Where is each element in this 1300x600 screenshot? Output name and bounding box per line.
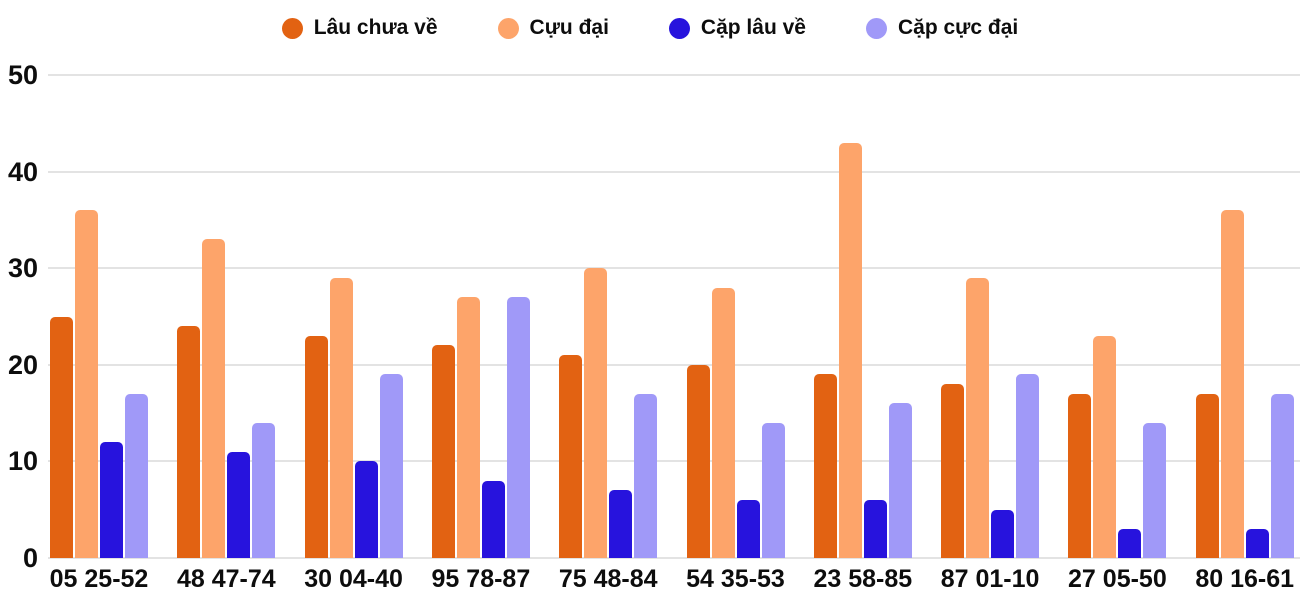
bar-series3-cat6 [888,403,912,558]
bar-series2-cat0 [100,442,123,558]
bar-series2-cat9 [1245,529,1269,558]
bar-series1-cat9 [1220,210,1244,558]
bar-series3-cat9 [1270,393,1294,558]
legend-label: Cặp cực đại [897,16,1019,39]
legend-item-3[interactable]: Cặp cực đại [865,16,1019,40]
bar-series2-cat2 [354,461,378,558]
bar-series0-cat3 [431,345,455,558]
legend-item-1[interactable]: Cựu đại [497,16,609,40]
y-axis-label-40: 40 [7,156,38,187]
bar-series0-cat0 [50,316,73,558]
chart-legend: Lâu chưa về Cựu đại Cặp lâu về Cặp cực đại [0,6,1300,50]
bar-series3-cat8 [1143,422,1167,558]
legend-label: Cựu đại [529,16,609,39]
bar-series2-cat8 [1118,529,1142,558]
y-axis-label-20: 20 [7,349,38,380]
bar-group-1 [177,239,276,558]
gridline-0 [48,557,1300,559]
bar-series1-cat1 [202,239,226,558]
bar-series3-cat7 [1016,374,1040,558]
x-axis-label-3: 95 78-87 [431,565,531,593]
bar-series2-cat1 [227,451,251,558]
bar-series0-cat4 [559,355,583,558]
bar-series1-cat5 [711,287,735,558]
bar-series1-cat0 [75,210,98,558]
y-axis-label-0: 0 [22,543,38,573]
bar-series3-cat0 [125,393,148,558]
x-axis-label-7: 87 01-10 [940,565,1040,593]
bar-group-4 [559,268,658,558]
legend-item-0[interactable]: Lâu chưa về [281,16,438,40]
gridline-30 [48,267,1300,270]
bar-series1-cat8 [1093,335,1117,558]
y-axis-label-10: 10 [7,446,38,477]
bar-series1-cat3 [456,297,480,558]
bar-series0-cat1 [177,326,201,558]
bar-group-6 [813,142,912,558]
bar-group-5 [686,287,785,558]
x-axis-label-5: 54 35-53 [686,565,785,593]
bar-series1-cat6 [838,142,862,558]
legend-label: Cặp lâu về [700,16,806,39]
bar-series0-cat8 [1068,393,1092,558]
bar-group-9 [1195,210,1294,558]
x-axis-label-9: 80 16-61 [1195,565,1295,593]
bar-series0-cat5 [686,364,710,558]
bar-group-2 [304,277,403,558]
legend-label: Lâu chưa về [313,16,438,39]
x-axis-label-6: 23 58-85 [813,565,913,593]
bar-series2-cat6 [863,500,887,558]
bar-group-8 [1068,335,1167,558]
bar-series3-cat2 [379,374,403,558]
bar-series2-cat5 [736,500,760,558]
x-axis-label-0: 05 25-52 [49,565,149,593]
gridline-40 [48,170,1300,173]
bar-series2-cat7 [991,509,1015,558]
gridline-20 [48,363,1300,366]
x-axis-label-2: 30 04-40 [304,565,403,593]
legend-item-2[interactable]: Cặp lâu về [668,16,806,40]
bar-series1-cat7 [966,277,990,558]
bar-series2-cat3 [481,480,505,558]
bar-series0-cat7 [941,384,965,558]
bar-group-7 [941,277,1040,558]
legend-swatch-icon [865,17,887,39]
x-axis-label-8: 27 05-50 [1068,565,1167,593]
bar-series0-cat9 [1195,393,1219,558]
bar-group-3 [431,297,530,558]
x-axis-label-4: 75 48-84 [558,565,658,593]
y-axis-label-30: 30 [7,253,38,284]
bar-series1-cat4 [584,268,608,558]
bar-series3-cat1 [252,422,276,558]
gridline-50 [48,74,1300,76]
bar-series0-cat2 [304,335,328,558]
y-axis-label-50: 50 [7,60,38,90]
plot-area [48,74,1300,559]
bar-series0-cat6 [813,374,837,558]
bar-series3-cat4 [634,393,658,558]
bar-series3-cat5 [761,422,785,558]
bar-series2-cat4 [609,490,633,558]
x-axis-label-1: 48 47-74 [176,565,276,593]
legend-swatch-icon [497,17,519,39]
legend-swatch-icon [668,17,690,39]
legend-swatch-icon [281,17,303,39]
bar-series3-cat3 [506,297,530,558]
bar-group-0 [50,210,148,558]
bar-series1-cat2 [329,277,353,558]
gridline-10 [48,460,1300,463]
